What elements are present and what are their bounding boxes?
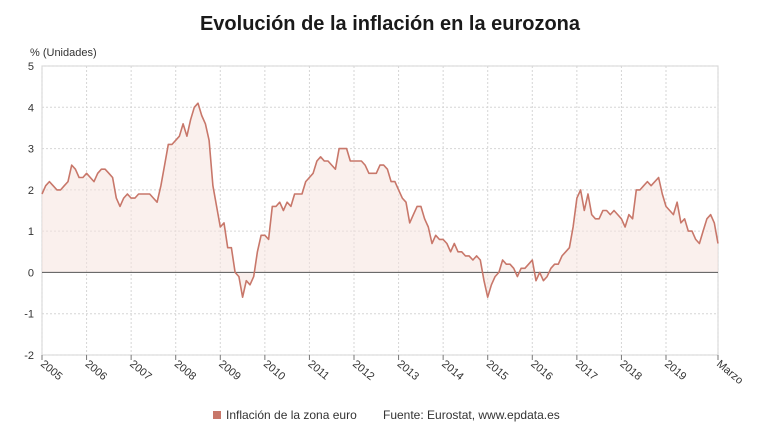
legend: Inflación de la zona euro Fuente: Eurost… — [213, 408, 560, 422]
legend-swatch — [213, 411, 221, 419]
x-axis-ticks: 2005 2006 2007 2008 2009 2010 2011 2012 2013 2014… — [38, 355, 745, 387]
x-tick-label: 2012 — [350, 358, 376, 383]
x-tick-label: 2018 — [618, 358, 644, 383]
x-tick-label: 2009 — [216, 358, 242, 383]
y-tick-label: 2 — [28, 185, 34, 197]
x-tick-label: 2007 — [127, 358, 153, 383]
y-tick-label: 5 — [28, 61, 34, 73]
series-line — [41, 102, 719, 298]
x-tick-label: Marzo — [714, 358, 745, 387]
series-area — [42, 103, 718, 298]
y-tick-label: -2 — [24, 350, 34, 362]
y-tick-label: -1 — [24, 309, 34, 321]
x-tick-label: 2015 — [484, 358, 510, 383]
y-tick-label: 3 — [28, 144, 34, 156]
x-tick-label: 2016 — [528, 358, 554, 383]
y-tick-label: 0 — [28, 267, 34, 279]
x-tick-label: 2008 — [172, 358, 198, 383]
source-text: Fuente: Eurostat, www.epdata.es — [383, 408, 560, 422]
y-axis-ticks: -2 -1 0 1 2 3 4 5 — [24, 61, 34, 362]
x-tick-label: 2019 — [662, 358, 688, 383]
x-tick-label: 2005 — [38, 358, 64, 383]
y-axis-label: % (Unidades) — [30, 47, 97, 59]
x-tick-label: 2010 — [261, 358, 287, 383]
x-tick-label: 2011 — [306, 358, 332, 382]
chart-title: Evolución de la inflación en la eurozona — [200, 13, 581, 35]
x-tick-label: 2006 — [83, 358, 109, 383]
legend-label: Inflación de la zona euro — [226, 408, 357, 422]
x-tick-label: 2013 — [395, 358, 421, 383]
y-tick-label: 1 — [28, 226, 34, 238]
x-tick-label: 2014 — [439, 358, 465, 383]
x-tick-label: 2017 — [573, 358, 599, 383]
y-tick-label: 4 — [28, 102, 34, 114]
